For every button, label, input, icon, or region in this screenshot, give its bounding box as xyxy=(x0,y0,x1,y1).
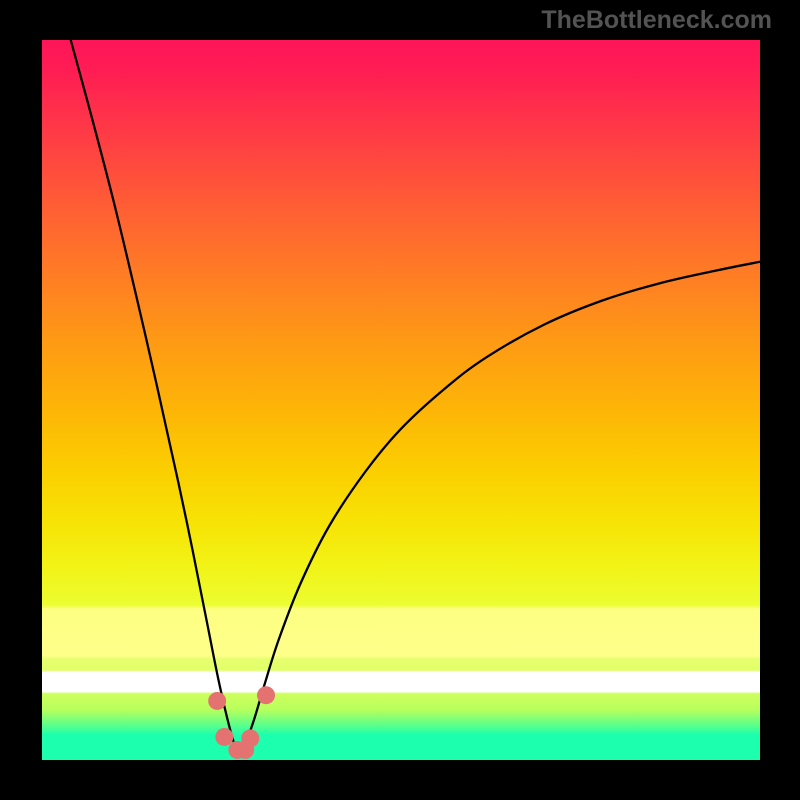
curve-right-branch xyxy=(239,262,760,753)
watermark-label: TheBottleneck.com xyxy=(541,6,772,35)
curve-minimum-dot xyxy=(241,729,259,747)
curve-minimum-dot xyxy=(215,728,233,746)
curve-overlay xyxy=(0,0,800,800)
chart-container: TheBottleneck.com xyxy=(0,0,800,800)
curve-left-branch xyxy=(71,40,240,753)
curve-minimum-dot xyxy=(257,686,275,704)
curve-minimum-dot xyxy=(208,692,226,710)
